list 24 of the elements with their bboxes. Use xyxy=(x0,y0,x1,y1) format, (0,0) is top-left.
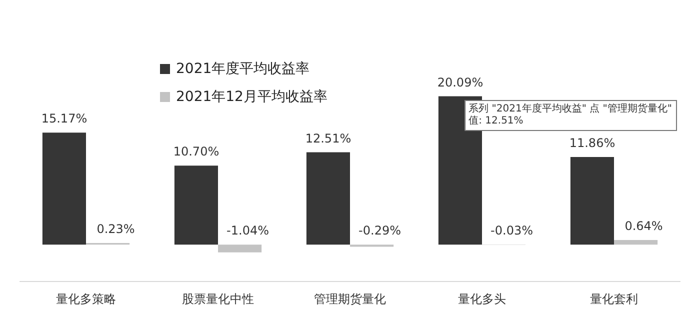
x-tick-label: 量化多头 xyxy=(458,292,506,306)
data-label: 10.70% xyxy=(173,144,220,159)
data-label: -1.04% xyxy=(226,224,270,238)
data-label: 12.51% xyxy=(305,131,352,146)
annotation: 系列 "2021年度平均收益" 点 "管理期货量化" 值: 12.51% xyxy=(468,102,672,127)
x-tick-label: 量化套利 xyxy=(590,292,638,306)
bar xyxy=(174,166,218,245)
data-label: 11.86% xyxy=(569,136,616,150)
data-label: -0.03% xyxy=(490,224,534,238)
data-label: 15.17% xyxy=(41,112,88,126)
legend-label: 2021年12月平均收益率 xyxy=(176,88,328,106)
data-label: 0.64% xyxy=(624,218,663,233)
data-label: 20.09% xyxy=(437,75,484,90)
data-label: -0.29% xyxy=(358,224,402,238)
x-tick-label: 量化多策略 xyxy=(56,292,116,306)
legend-label: 2021年度平均收益率 xyxy=(176,60,310,78)
bar xyxy=(306,152,350,245)
bar xyxy=(570,157,614,245)
bar xyxy=(42,132,86,245)
bar xyxy=(614,240,658,245)
bar xyxy=(218,244,262,252)
x-tick-label: 管理期货量化 xyxy=(314,292,386,306)
x-tick-label: 股票量化中性 xyxy=(182,292,254,306)
data-label: 0.23% xyxy=(96,222,135,236)
